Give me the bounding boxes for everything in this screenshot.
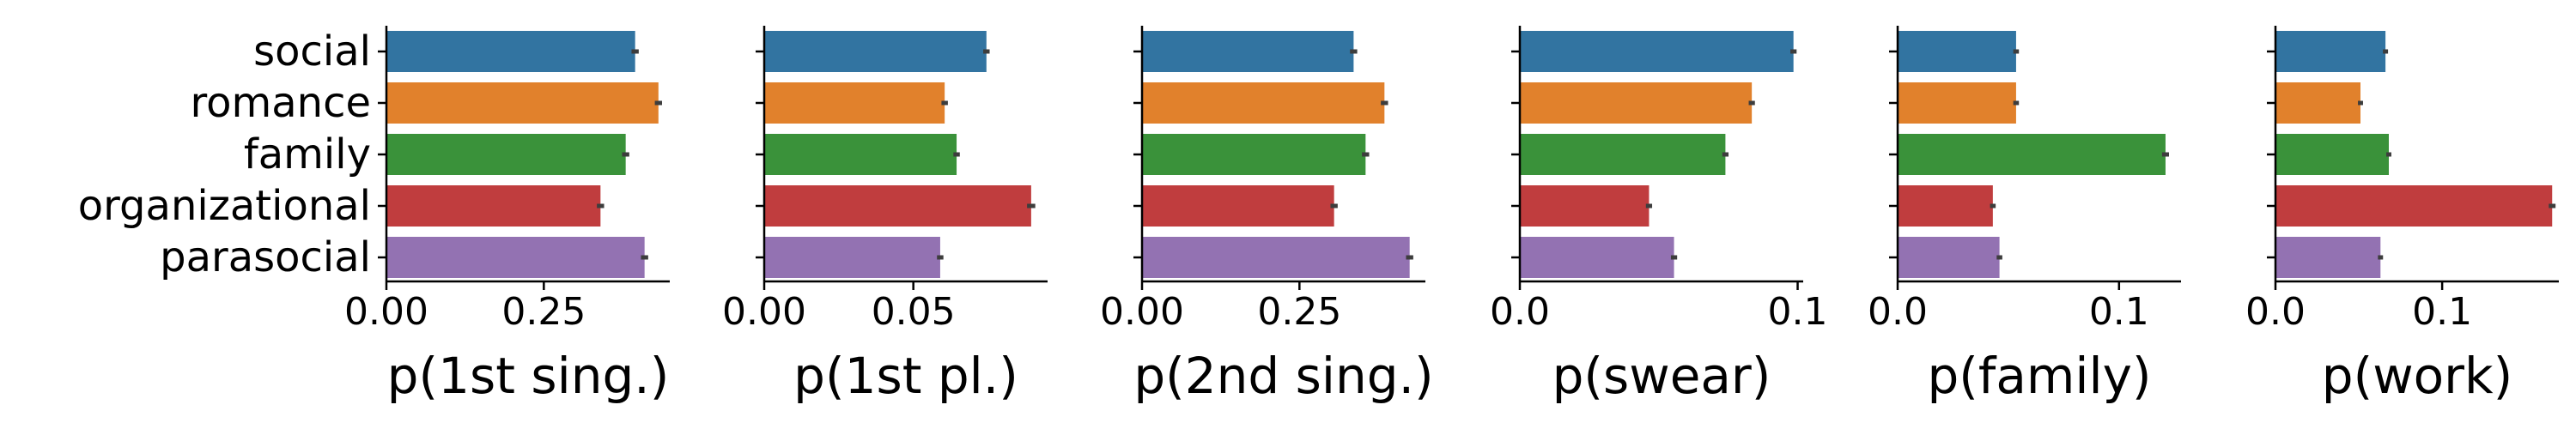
bar-family <box>386 134 626 175</box>
panel-6: 0.0 0.1 p(work) <box>2245 26 2559 405</box>
bar-organizational <box>1142 185 1334 227</box>
x-tick-label: 0.1 <box>2412 290 2472 334</box>
x-tick-label: 0.00 <box>1100 290 1184 334</box>
x-tick-label: 0.25 <box>501 290 586 334</box>
bar-social <box>1520 31 1794 72</box>
bar-parasocial <box>764 237 940 278</box>
category-label: social <box>253 27 371 76</box>
bar-organizational <box>386 185 601 227</box>
bar-romance <box>764 82 945 124</box>
panel-4: 0.0 0.1 p(swear) <box>1490 26 1828 405</box>
bar-family <box>1898 134 2166 175</box>
bar-romance <box>386 82 659 124</box>
bar-social <box>2275 31 2386 72</box>
bar-parasocial <box>1520 237 1674 278</box>
x-tick-label: 0.0 <box>2245 290 2306 334</box>
bar-organizational <box>1898 185 1993 227</box>
bar-parasocial <box>386 237 645 278</box>
bar-romance <box>1898 82 2016 124</box>
bar-parasocial <box>2275 237 2381 278</box>
x-axis-label: p(family) <box>1927 347 2151 405</box>
panel-5: 0.0 0.1 p(family) <box>1868 26 2181 405</box>
x-tick-label: 0.1 <box>2089 290 2149 334</box>
x-axis-label: p(1st pl.) <box>793 347 1018 405</box>
category-label: parasocial <box>160 233 371 281</box>
bar-family <box>1520 134 1726 175</box>
bar-organizational <box>2275 185 2553 227</box>
panel-2: 0.00 0.05 p(1st pl.) <box>722 26 1048 405</box>
bar-social <box>764 31 987 72</box>
bar-romance <box>1142 82 1385 124</box>
x-tick-label: 0.05 <box>872 290 956 334</box>
panel-3: 0.00 0.25 p(2nd sing.) <box>1100 26 1434 405</box>
bar-social <box>1142 31 1354 72</box>
category-label: family <box>244 130 371 178</box>
bar-family <box>764 134 957 175</box>
bar-social <box>1898 31 2016 72</box>
bar-family <box>1142 134 1366 175</box>
x-axis-label: p(1st sing.) <box>387 347 670 405</box>
bar-social <box>386 31 635 72</box>
bar-family <box>2275 134 2389 175</box>
panel-1: socialromancefamilyorganizationalparasoc… <box>78 26 670 405</box>
x-axis-label: p(swear) <box>1552 347 1771 405</box>
x-tick-label: 0.0 <box>1868 290 1928 334</box>
category-label: romance <box>190 79 371 127</box>
x-tick-label: 0.00 <box>344 290 428 334</box>
bar-romance <box>1520 82 1753 124</box>
category-label: organizational <box>78 182 371 230</box>
x-tick-label: 0.1 <box>1768 290 1828 334</box>
bar-parasocial <box>1142 237 1410 278</box>
x-axis-label: p(2nd sing.) <box>1133 347 1433 405</box>
bar-parasocial <box>1898 237 2000 278</box>
bar-organizational <box>764 185 1031 227</box>
x-axis-label: p(work) <box>2322 347 2512 405</box>
x-tick-label: 0.0 <box>1490 290 1550 334</box>
x-tick-label: 0.00 <box>722 290 806 334</box>
bar-romance <box>2275 82 2360 124</box>
x-tick-label: 0.25 <box>1257 290 1341 334</box>
bar-organizational <box>1520 185 1649 227</box>
